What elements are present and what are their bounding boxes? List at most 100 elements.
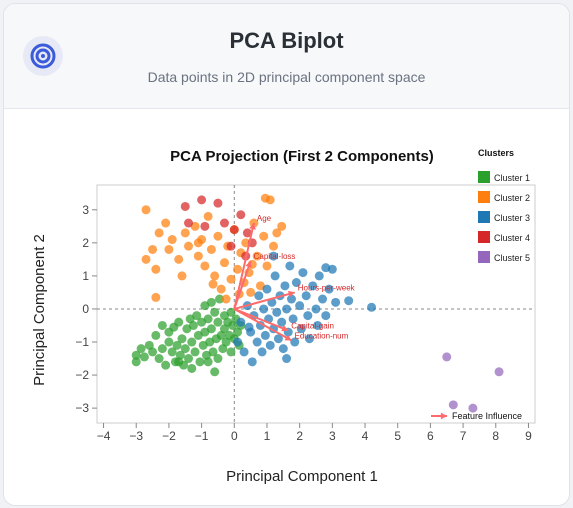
x-tick-label: −2 <box>162 429 176 443</box>
data-point-cluster-1 <box>192 311 202 321</box>
x-tick-label: 0 <box>231 429 238 443</box>
y-tick-label: −2 <box>75 368 89 382</box>
data-point-cluster-2 <box>252 251 262 261</box>
y-tick-label: 1 <box>82 269 89 283</box>
target-icon <box>23 36 63 76</box>
loading-arrow <box>233 222 256 310</box>
data-point-cluster-3 <box>321 311 331 321</box>
y-tick-label: −1 <box>75 335 89 349</box>
data-point-cluster-4 <box>184 218 194 228</box>
data-point-cluster-2 <box>161 218 171 228</box>
data-point-cluster-1 <box>187 337 197 347</box>
data-point-cluster-2 <box>246 287 256 297</box>
data-point-cluster-2 <box>167 235 177 245</box>
chart-card: PCA Biplot Data points in 2D principal c… <box>3 3 570 506</box>
data-point-cluster-5 <box>448 400 458 410</box>
data-point-cluster-3 <box>318 294 328 304</box>
data-point-cluster-1 <box>174 357 184 367</box>
legend-swatch <box>478 231 490 243</box>
y-axis-label: Principal Component 2 <box>31 234 48 386</box>
legend-title: Clusters <box>478 148 514 158</box>
loading-label: Hours-per-week <box>298 283 356 292</box>
data-point-cluster-2 <box>277 221 287 231</box>
data-point-cluster-2 <box>262 261 272 271</box>
y-tick-label: 3 <box>82 203 89 217</box>
data-point-cluster-3 <box>311 304 321 314</box>
data-point-cluster-1 <box>131 357 141 367</box>
data-point-cluster-2 <box>210 271 220 281</box>
legend-label: Cluster 3 <box>494 213 530 223</box>
data-point-cluster-1 <box>161 360 171 370</box>
data-point-cluster-1 <box>180 344 190 354</box>
x-tick-label: −3 <box>129 429 143 443</box>
legend-swatch <box>478 191 490 203</box>
page-subtitle: Data points in 2D principal component sp… <box>147 69 426 85</box>
data-point-cluster-2 <box>208 279 218 289</box>
x-tick-label: 4 <box>362 429 369 443</box>
x-tick-label: 8 <box>492 429 499 443</box>
legend-label: Cluster 5 <box>494 253 530 263</box>
legend-swatch <box>478 211 490 223</box>
x-tick-label: −4 <box>97 429 111 443</box>
loading-label: Education-num <box>294 331 348 340</box>
data-point-cluster-3 <box>344 296 354 306</box>
data-point-cluster-2 <box>193 238 203 248</box>
data-point-cluster-3 <box>254 291 264 301</box>
data-point-cluster-5 <box>494 367 504 377</box>
data-point-cluster-4 <box>197 195 207 205</box>
data-point-cluster-3 <box>296 324 306 334</box>
data-point-cluster-2 <box>233 264 243 274</box>
data-point-cluster-1 <box>131 350 141 360</box>
data-point-cluster-1 <box>187 363 197 373</box>
data-point-cluster-1 <box>184 354 194 364</box>
data-point-cluster-5 <box>442 352 452 362</box>
data-point-cluster-1 <box>226 347 236 357</box>
data-point-cluster-3 <box>304 334 314 344</box>
legend-label: Cluster 1 <box>494 173 530 183</box>
x-tick-label: −1 <box>195 429 209 443</box>
data-point-cluster-1 <box>213 317 223 327</box>
data-point-cluster-2 <box>151 264 161 274</box>
data-point-cluster-3 <box>277 317 287 327</box>
data-point-cluster-1 <box>139 352 149 362</box>
data-point-cluster-2 <box>259 231 269 241</box>
y-tick-label: 2 <box>82 236 89 250</box>
data-point-cluster-2 <box>164 244 174 254</box>
data-point-cluster-3 <box>290 337 300 347</box>
data-point-cluster-1 <box>151 330 161 340</box>
data-point-cluster-3 <box>255 320 265 330</box>
data-point-cluster-3 <box>260 330 270 340</box>
data-point-cluster-1 <box>206 297 216 307</box>
data-point-cluster-3 <box>272 307 282 317</box>
data-point-cluster-2 <box>200 261 210 271</box>
data-point-cluster-4 <box>213 198 223 208</box>
data-point-cluster-1 <box>210 307 220 317</box>
data-point-cluster-4 <box>200 221 210 231</box>
data-point-cluster-1 <box>206 324 216 334</box>
feature-legend-label: Feature Influence <box>452 411 522 421</box>
data-point-cluster-1 <box>188 320 198 330</box>
loading-label: Capital-loss <box>254 252 296 261</box>
data-point-cluster-3 <box>282 354 292 364</box>
data-point-cluster-3 <box>286 294 296 304</box>
data-point-cluster-4 <box>226 241 236 251</box>
data-point-cluster-2 <box>184 241 194 251</box>
data-point-cluster-3 <box>262 284 272 294</box>
x-tick-label: 9 <box>525 429 532 443</box>
page-title: PCA Biplot <box>229 28 344 53</box>
data-point-cluster-2 <box>213 231 223 241</box>
data-point-cluster-2 <box>269 241 279 251</box>
data-point-cluster-3 <box>252 337 262 347</box>
data-point-cluster-1 <box>154 354 164 364</box>
data-point-cluster-1 <box>215 294 225 304</box>
data-point-cluster-3 <box>244 322 254 332</box>
data-point-cluster-4 <box>236 210 246 220</box>
data-point-cluster-3 <box>295 301 305 311</box>
legend-label: Cluster 2 <box>494 193 530 203</box>
data-point-cluster-3 <box>288 314 298 324</box>
data-point-cluster-3 <box>265 340 275 350</box>
data-point-cluster-1 <box>164 327 174 337</box>
data-point-cluster-3 <box>233 337 243 347</box>
data-point-cluster-2 <box>221 294 231 304</box>
data-point-cluster-3 <box>313 320 323 330</box>
